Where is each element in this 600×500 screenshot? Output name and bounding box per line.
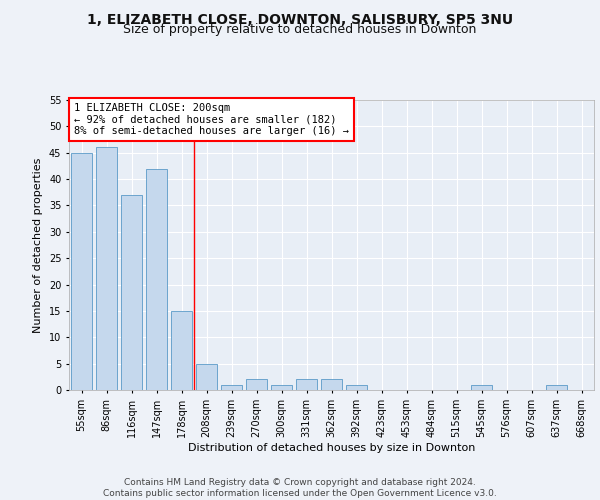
Bar	[96, 148, 117, 390]
Bar	[221, 384, 242, 390]
Bar	[121, 195, 142, 390]
Bar	[246, 380, 267, 390]
Bar	[271, 384, 292, 390]
Bar	[321, 380, 342, 390]
Text: 1 ELIZABETH CLOSE: 200sqm
← 92% of detached houses are smaller (182)
8% of semi-: 1 ELIZABETH CLOSE: 200sqm ← 92% of detac…	[74, 103, 349, 136]
Text: 1, ELIZABETH CLOSE, DOWNTON, SALISBURY, SP5 3NU: 1, ELIZABETH CLOSE, DOWNTON, SALISBURY, …	[87, 12, 513, 26]
Bar	[146, 168, 167, 390]
X-axis label: Distribution of detached houses by size in Downton: Distribution of detached houses by size …	[188, 442, 475, 452]
Y-axis label: Number of detached properties: Number of detached properties	[34, 158, 43, 332]
Bar	[296, 380, 317, 390]
Bar	[71, 152, 92, 390]
Bar	[471, 384, 492, 390]
Bar	[546, 384, 567, 390]
Text: Contains HM Land Registry data © Crown copyright and database right 2024.
Contai: Contains HM Land Registry data © Crown c…	[103, 478, 497, 498]
Bar	[171, 311, 192, 390]
Text: Size of property relative to detached houses in Downton: Size of property relative to detached ho…	[124, 24, 476, 36]
Bar	[196, 364, 217, 390]
Bar	[346, 384, 367, 390]
